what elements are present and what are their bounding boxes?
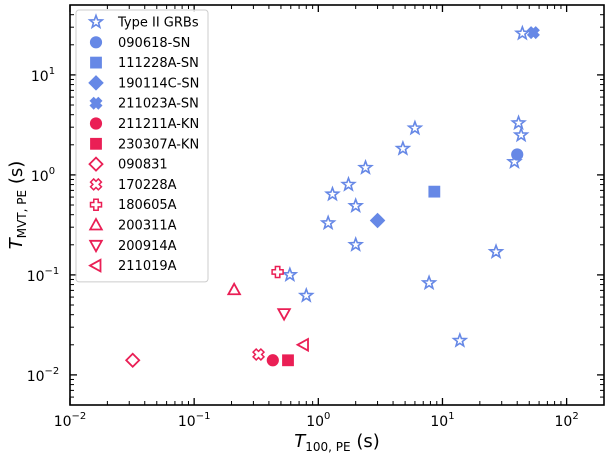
legend-marker-180605a (89, 198, 103, 211)
data-point-type-ii-grbs (347, 235, 365, 252)
data-point-090618-sn (511, 148, 524, 161)
data-point-200311a (226, 281, 242, 296)
data-point-200914a (276, 308, 292, 322)
x-axis-label: T100, PE (s) (294, 431, 380, 454)
legend-label-211023a-sn: 211023A-SN (118, 97, 199, 112)
x-tick-label: 100 (306, 411, 330, 430)
legend-marker-200311a (88, 217, 104, 231)
data-point-type-ii-grbs (324, 185, 341, 202)
legend-label-090618-sn: 090618-SN (118, 36, 190, 51)
legend-marker-090618-sn (89, 36, 103, 49)
data-point-type-ii-grbs (297, 286, 315, 303)
x-tick-label: 10−1 (178, 411, 211, 430)
data-point-type-ii-grbs (281, 266, 299, 283)
legend-marker-190114c-sn (88, 75, 104, 91)
data-point-type-ii-grbs (451, 331, 469, 348)
legend-label-211211a-kn: 211211A-KN (118, 117, 199, 132)
x-tick-label: 102 (555, 411, 579, 430)
legend-marker-170228a (89, 177, 103, 191)
y-tick-label: 10−1 (27, 266, 60, 285)
legend-marker-211211a-kn (89, 117, 103, 130)
legend-label-211019a: 211019A (118, 259, 177, 274)
y-axis-label: TMVT, PE (s) (6, 161, 29, 250)
legend-marker-type-ii-grbs (87, 13, 105, 30)
data-point-190114c-sn (369, 212, 386, 229)
data-point-211211a-kn (266, 354, 279, 367)
plot-frame (69, 4, 605, 406)
legend-label-180605a: 180605A (118, 198, 177, 213)
data-point-type-ii-grbs (512, 126, 530, 143)
legend-label-200311a: 200311A (118, 219, 177, 234)
legend-label-190114c-sn: 190114C-SN (118, 76, 199, 91)
y-tick-label: 101 (31, 66, 55, 85)
legend-marker-211019a (88, 258, 102, 273)
legend-label-090831: 090831 (118, 158, 168, 173)
data-point-090831 (124, 352, 141, 369)
data-point-type-ii-grbs (394, 139, 412, 156)
data-point-170228a (252, 347, 266, 361)
data-point-230307a-kn (282, 354, 294, 367)
y-tick-label: 100 (31, 166, 55, 185)
data-point-type-ii-grbs (420, 274, 438, 291)
x-tick-label: 101 (430, 411, 454, 430)
data-point-type-ii-grbs (357, 158, 374, 175)
data-point-type-ii-grbs (513, 24, 531, 41)
legend-label-111228a-sn: 111228A-SN (118, 56, 199, 71)
data-point-111228a-sn (428, 185, 441, 198)
legend-label-230307a-kn: 230307A-KN (118, 137, 199, 152)
legend-marker-230307a-kn (90, 137, 102, 150)
data-point-type-ii-grbs (340, 175, 357, 192)
data-point-type-ii-grbs (319, 214, 337, 231)
data-point-type-ii-grbs (510, 114, 527, 131)
data-point-type-ii-grbs (347, 197, 365, 214)
legend-label-170228a: 170228A (118, 178, 177, 193)
legend-marker-211023a-sn (89, 96, 103, 110)
legend-marker-090831 (88, 156, 104, 172)
y-tick-label: 10−2 (27, 366, 60, 385)
legend-label-200914a: 200914A (118, 239, 177, 254)
data-point-type-ii-grbs (487, 243, 505, 259)
data-point-type-ii-grbs (406, 119, 424, 136)
data-point-180605a (271, 265, 284, 279)
legend-label-type-ii-grbs: Type II GRBs (117, 16, 199, 31)
legend-marker-200914a (88, 239, 104, 254)
data-point-211023a-sn (526, 26, 540, 40)
legend-marker-111228a-sn (90, 56, 102, 69)
x-tick-label: 10−2 (54, 411, 87, 430)
legend-box (75, 9, 209, 283)
data-point-211019a (295, 337, 309, 353)
